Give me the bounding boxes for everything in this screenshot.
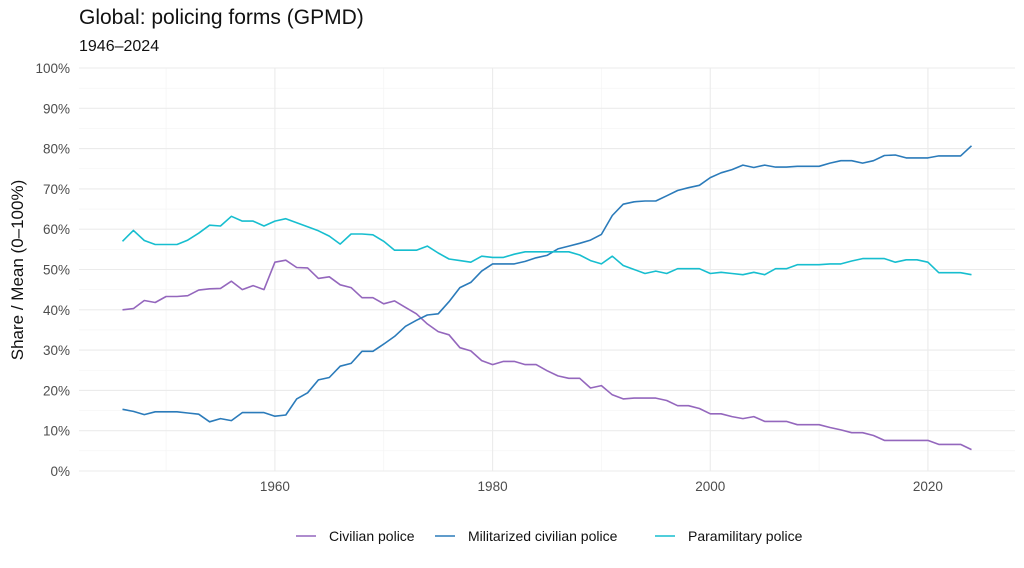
legend-item: Civilian police <box>296 528 415 544</box>
legend-item: Militarized civilian police <box>435 528 618 544</box>
y-tick-label: 10% <box>43 424 70 439</box>
series-lines <box>121 145 973 451</box>
x-tick-label: 1980 <box>478 479 508 494</box>
legend: Civilian police Militarized civilian poli… <box>296 528 803 544</box>
series-line-paramilitary-police <box>121 215 972 276</box>
legend-item: Paramilitary police <box>655 528 803 544</box>
y-tick-label: 100% <box>35 61 70 76</box>
y-tick-label: 70% <box>43 182 70 197</box>
y-tick-label: 80% <box>43 142 70 157</box>
y-tick-label: 90% <box>43 101 70 116</box>
y-tick-label: 60% <box>43 222 70 237</box>
x-tick-label: 1960 <box>260 479 290 494</box>
series-line-militarized-civilian-police <box>122 145 973 423</box>
y-tick-label: 40% <box>43 303 70 318</box>
x-tick-label: 2000 <box>695 479 725 494</box>
legend-label: Paramilitary police <box>688 528 803 544</box>
y-tick-label: 30% <box>43 343 70 358</box>
x-axis-ticks: 1960 1980 2000 2020 <box>260 479 943 494</box>
y-tick-label: 20% <box>43 383 70 398</box>
y-tick-label: 50% <box>43 263 70 278</box>
x-tick-label: 2020 <box>913 479 943 494</box>
y-axis-ticks: 0% 10% 20% 30% 40% 50% 60% 70% 80% 90% 100% <box>35 61 70 479</box>
major-gridlines <box>79 67 1015 472</box>
y-tick-label: 0% <box>50 464 70 479</box>
legend-label: Militarized civilian police <box>468 528 618 544</box>
chart-title: Global: policing forms (GPMD) <box>79 6 364 29</box>
y-axis-label: Share / Mean (0–100%) <box>8 180 27 361</box>
legend-label: Civilian police <box>329 528 415 544</box>
series-line-civilian-police <box>122 259 972 451</box>
chart-subtitle: 1946–2024 <box>79 38 160 55</box>
